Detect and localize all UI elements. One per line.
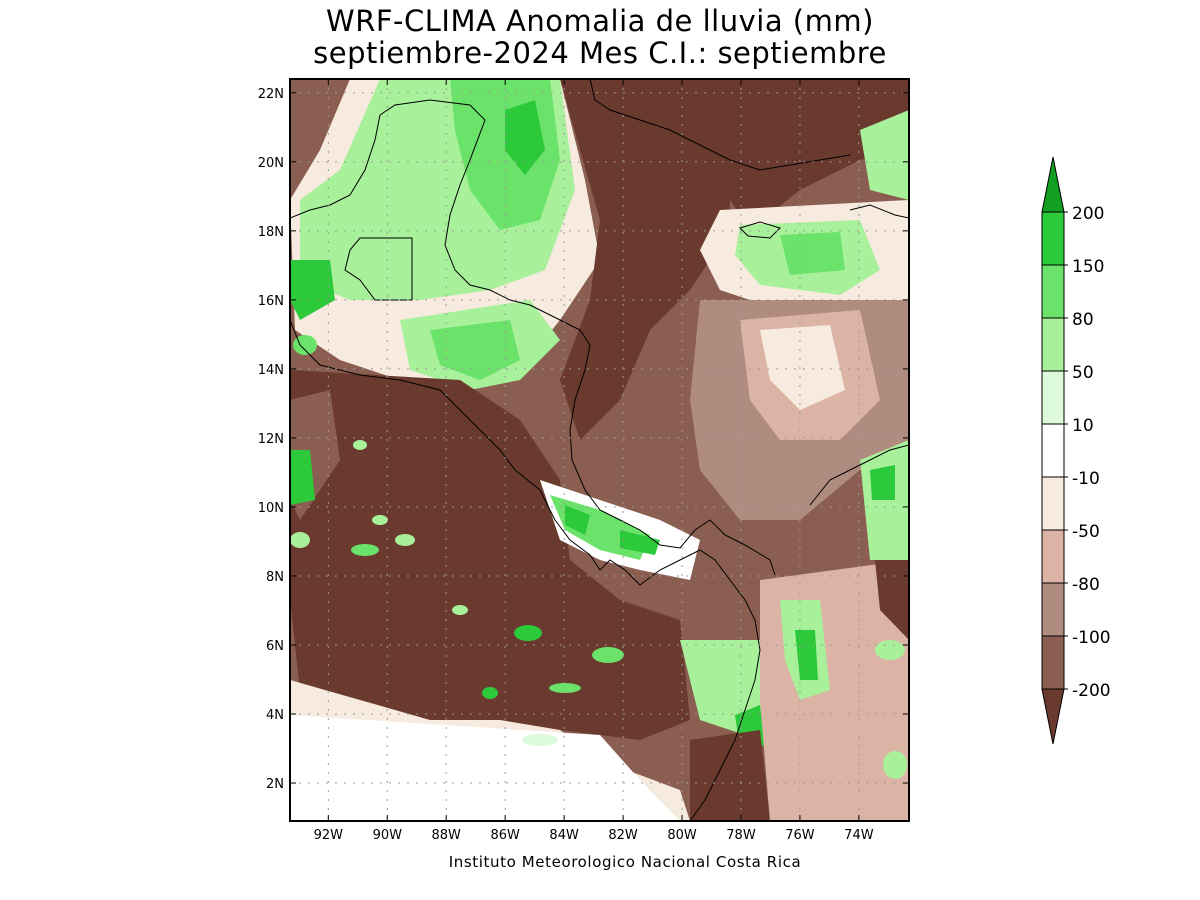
lon-tick-label: 90W <box>373 828 403 843</box>
colorbar: 200 150 80 50 10 -10 -50 -80 -100 -200 <box>1041 156 1111 745</box>
colorbar-segment <box>1041 317 1065 372</box>
lat-tick-label: 18N <box>258 225 284 240</box>
lat-tick-label: 4N <box>266 708 284 723</box>
honduras-mid-green <box>430 320 520 380</box>
lon-tick-label: 84W <box>549 828 579 843</box>
green-blob <box>549 683 581 693</box>
green-blob <box>353 440 367 450</box>
colorbar-label: -80 <box>1072 575 1100 595</box>
yucatan-core-green <box>505 100 545 175</box>
lon-tick-label: 74W <box>844 828 874 843</box>
lon-tick-label: 80W <box>667 828 697 843</box>
colorbar-segment <box>1041 211 1065 266</box>
cuba-coastline <box>589 79 851 171</box>
colorbar-bottom-arrow <box>1041 688 1065 745</box>
lat-tick-label: 22N <box>258 87 284 102</box>
colorbar-segment <box>1041 264 1065 319</box>
colorbar-label: 80 <box>1072 310 1094 330</box>
colorbar-label: -100 <box>1072 628 1111 648</box>
hispaniola-coastline <box>849 204 909 219</box>
colorbar-top-arrow <box>1041 156 1065 213</box>
lat-tick-label: 8N <box>266 570 284 585</box>
credit-text: Instituto Meteorologico Nacional Costa R… <box>448 853 802 871</box>
graticule <box>290 79 909 821</box>
green-blob <box>351 544 379 556</box>
green-blob <box>875 640 905 660</box>
gulf-green-patch <box>290 260 335 320</box>
green-blob <box>290 532 310 548</box>
caribbean-coastline <box>290 99 776 576</box>
green-blob <box>514 625 542 641</box>
cuba-dry-area <box>700 79 909 230</box>
colombia-dry-south <box>690 730 770 821</box>
latitude-axis: 22N 20N 18N 16N 14N 12N 10N 8N 6N 4N 2N <box>258 87 909 792</box>
colombia-north-coastline <box>809 444 909 506</box>
colorbar-label: -200 <box>1072 681 1111 701</box>
colorbar-label: 50 <box>1072 363 1094 383</box>
lon-tick-label: 82W <box>608 828 638 843</box>
green-blob <box>883 751 907 779</box>
pacific-green-patch-west <box>290 450 315 505</box>
colorbar-segment <box>1041 423 1065 478</box>
green-blob <box>522 734 558 746</box>
green-blob <box>395 534 415 546</box>
colorbar-label: -10 <box>1072 469 1100 489</box>
colorbar-segment <box>1041 370 1065 425</box>
anomaly-field <box>290 79 909 821</box>
lon-tick-label: 76W <box>785 828 815 843</box>
lat-tick-label: 12N <box>258 432 284 447</box>
lat-tick-label: 2N <box>266 777 284 792</box>
coastlines <box>290 79 909 821</box>
haiti-green-area <box>860 110 909 200</box>
costa-rica-green-core <box>565 505 590 535</box>
caribbean-dry-band <box>560 79 730 440</box>
panama-green-core <box>620 530 660 555</box>
colorbar-label: 10 <box>1072 416 1094 436</box>
green-blob <box>372 515 388 525</box>
colorbar-label: 200 <box>1072 204 1104 224</box>
colombia-interior-core <box>795 630 818 680</box>
longitude-axis: 92W 90W 88W 86W 84W 82W 80W 78W 76W 74W <box>314 79 874 843</box>
lat-tick-label: 16N <box>258 294 284 309</box>
venezuela-dry <box>875 560 909 640</box>
lat-tick-label: 6N <box>266 639 284 654</box>
venezuela-green-core <box>870 465 895 500</box>
jamaica-mid-green <box>780 232 845 275</box>
lon-tick-label: 88W <box>432 828 462 843</box>
colorbar-label: -50 <box>1072 522 1100 542</box>
map-frame <box>289 78 910 822</box>
jamaica-coastline <box>739 221 781 239</box>
lon-tick-label: 86W <box>490 828 520 843</box>
lon-tick-label: 78W <box>726 828 756 843</box>
pacific-dry-area <box>290 370 690 740</box>
green-blob <box>293 335 317 355</box>
map-title-line-2: septiembre-2024 Mes C.I.: septiembre <box>313 36 887 70</box>
colorbar-label: 150 <box>1072 257 1104 277</box>
lat-tick-label: 14N <box>258 363 284 378</box>
green-blob <box>592 647 624 663</box>
green-blob <box>482 687 498 699</box>
pacific-coastline <box>290 319 761 821</box>
green-blob <box>452 605 468 615</box>
map-title-line-1: WRF-CLIMA Anomalia de lluvia (mm) <box>326 4 874 38</box>
south-neutral-area <box>290 715 680 821</box>
central-caribbean-pale <box>760 325 845 410</box>
colorbar-segment <box>1041 529 1065 584</box>
colorbar-segment <box>1041 582 1065 637</box>
colorbar-segment <box>1041 476 1065 531</box>
lat-tick-label: 10N <box>258 501 284 516</box>
colorbar-segment <box>1041 635 1065 690</box>
lon-tick-label: 92W <box>314 828 344 843</box>
guatemala-border <box>344 237 413 301</box>
lat-tick-label: 20N <box>258 156 284 171</box>
